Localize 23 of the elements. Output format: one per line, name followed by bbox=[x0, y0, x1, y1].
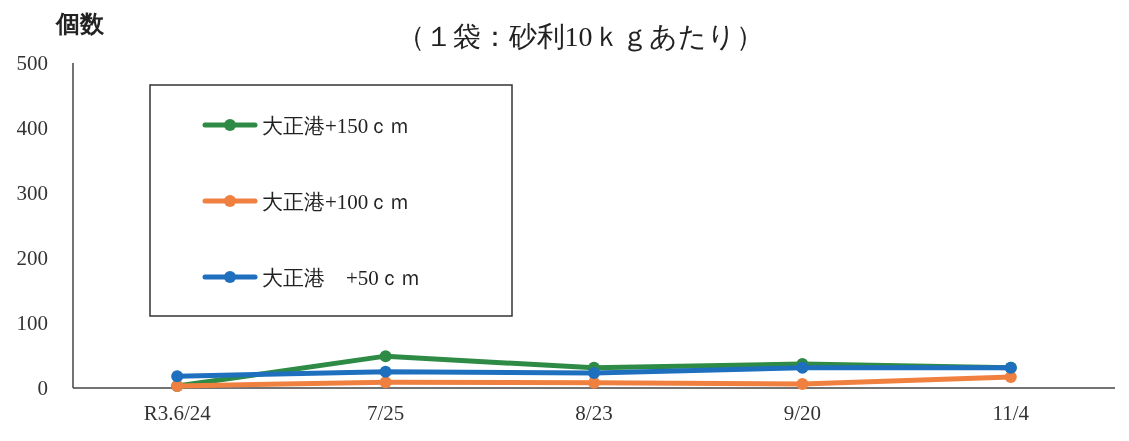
point bbox=[379, 376, 392, 389]
legend-label: 大正港+100ｃｍ bbox=[262, 190, 411, 214]
point bbox=[171, 370, 184, 383]
y-tick-label: 300 bbox=[16, 181, 48, 205]
y-axis-title: 個数 bbox=[55, 11, 105, 37]
y-tick-label: 400 bbox=[16, 116, 48, 140]
chart-title: （１袋：砂利10ｋｇあたり） bbox=[396, 21, 764, 52]
x-tick-label: 8/23 bbox=[575, 401, 613, 425]
x-tick-label: 9/20 bbox=[783, 401, 822, 425]
point bbox=[379, 350, 392, 363]
x-tick-label: 11/4 bbox=[992, 401, 1030, 425]
point bbox=[796, 361, 809, 374]
point bbox=[379, 365, 392, 378]
x-tick-label: R3.6/24 bbox=[143, 401, 212, 425]
y-tick-label: 0 bbox=[37, 376, 48, 400]
y-tick-label: 100 bbox=[16, 311, 48, 335]
y-tick-label: 500 bbox=[16, 51, 48, 75]
point bbox=[588, 367, 600, 380]
legend-label: 大正港 +50ｃｍ bbox=[262, 266, 421, 290]
point bbox=[796, 378, 809, 391]
legend-label: 大正港+150ｃｍ bbox=[262, 114, 411, 138]
y-tick-label: 200 bbox=[16, 246, 48, 270]
x-tick-label: 7/25 bbox=[366, 401, 405, 425]
